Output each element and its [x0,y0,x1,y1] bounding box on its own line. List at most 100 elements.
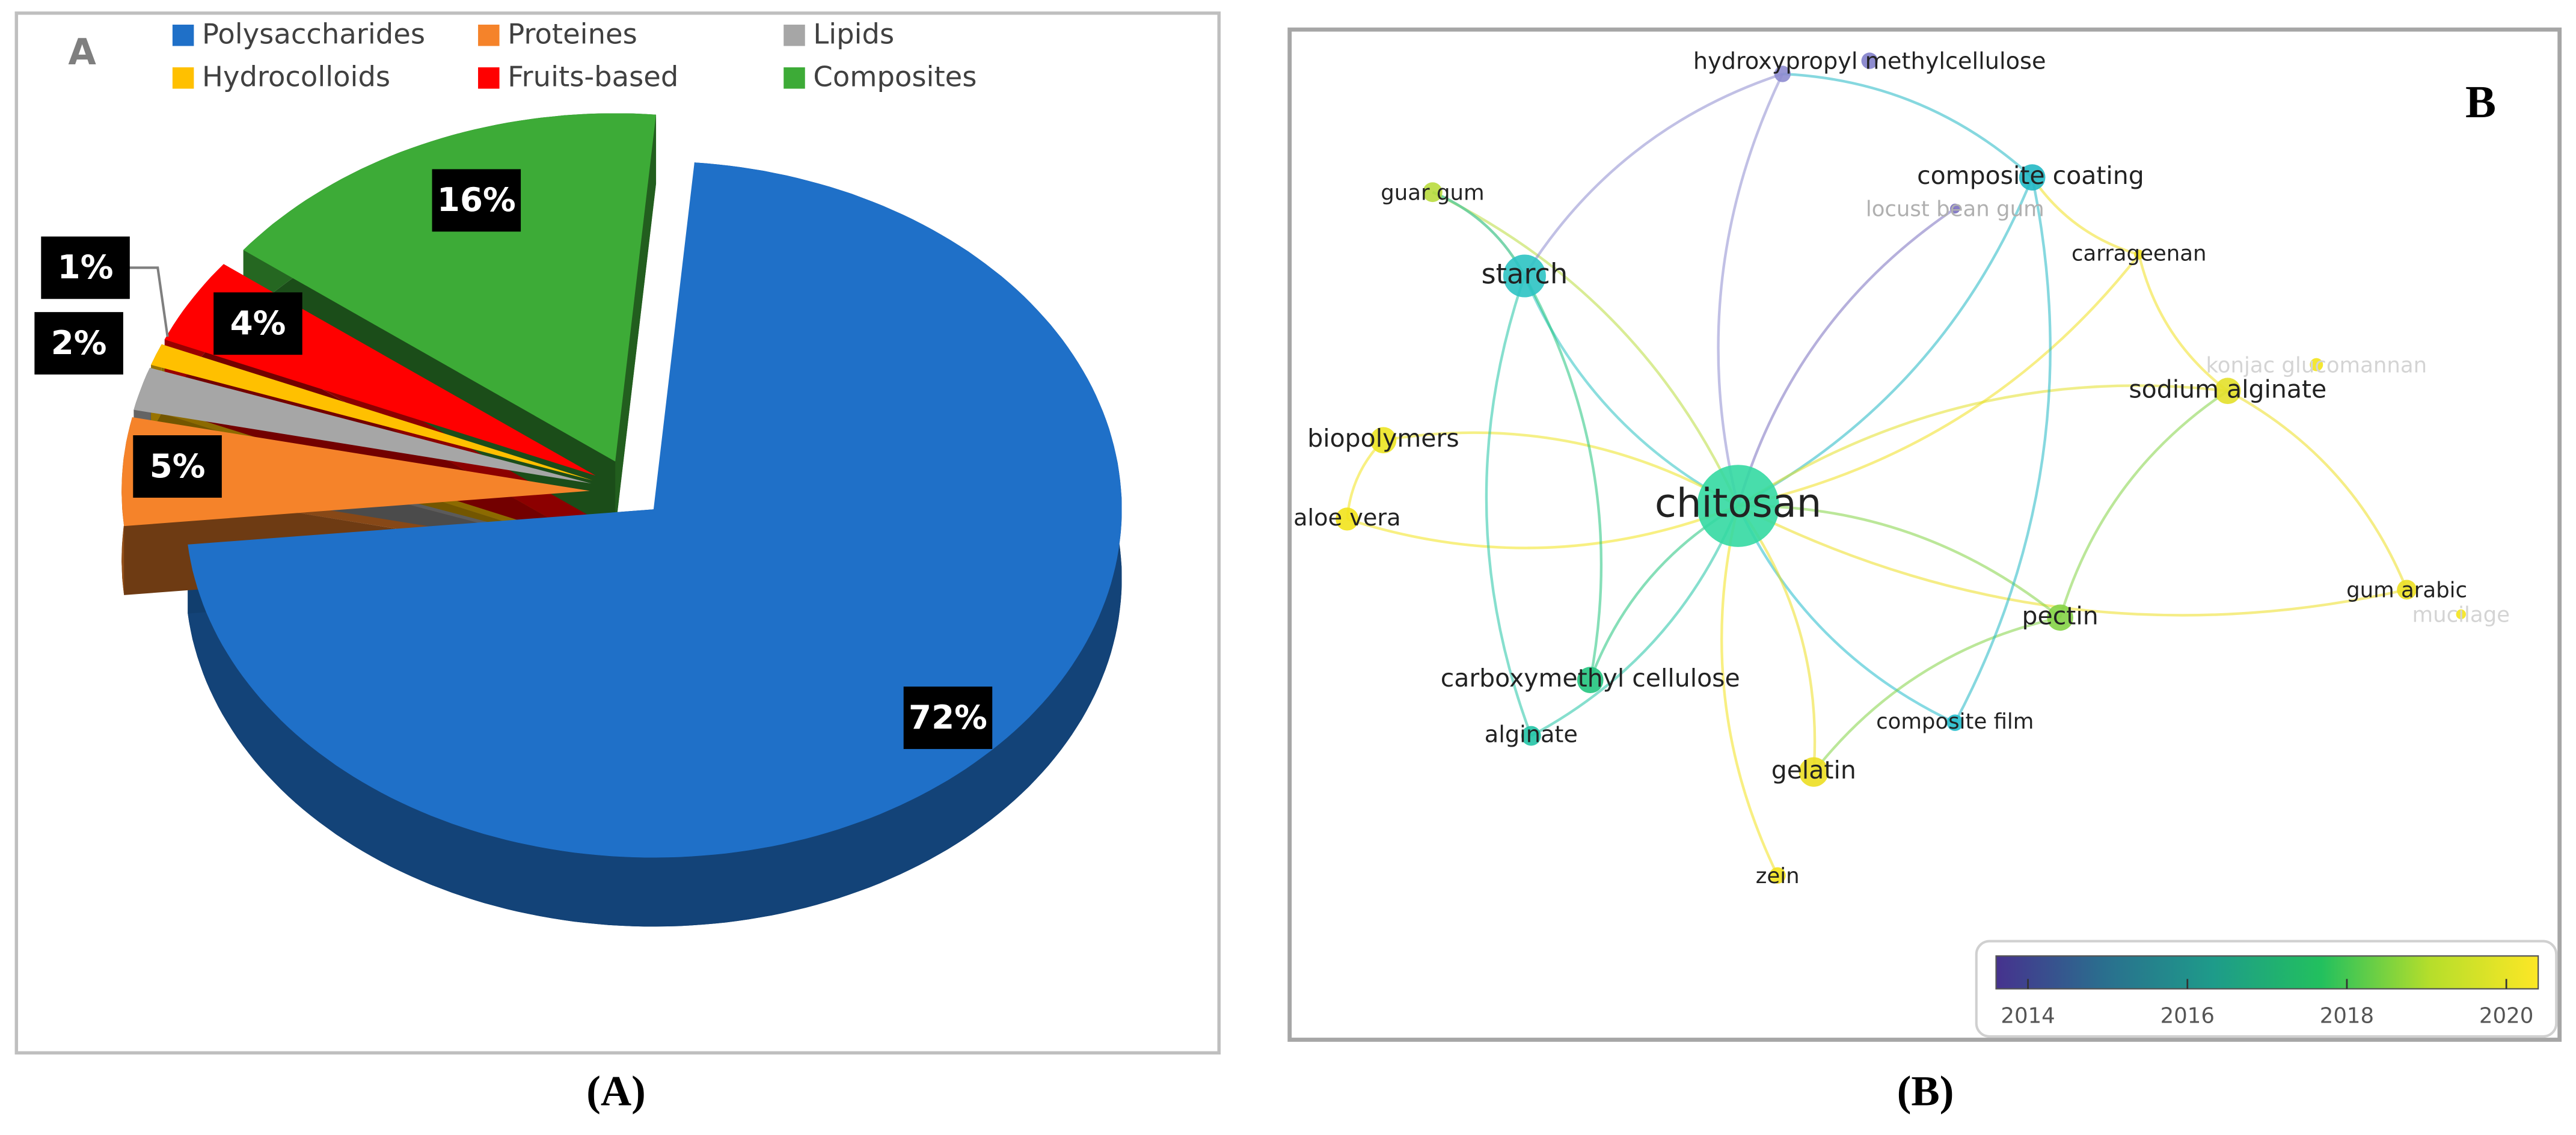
edge [2031,176,2139,256]
node-label: composite film [1876,709,2034,734]
edge [1738,504,2061,619]
colorbar-tick-label: 2018 [2320,1003,2374,1028]
node [1577,667,1604,694]
node [1370,427,1397,454]
node-label: zein [1756,864,1800,889]
node-label: carrageenan [2072,242,2207,266]
node [2310,358,2323,372]
edge [1485,275,1533,736]
node [2134,249,2144,260]
edge [1812,616,2061,773]
colorbar-tick-label: 2014 [2001,1003,2055,1028]
node-label: guar gum [1381,180,1484,205]
edge [1717,73,1784,507]
legend-label: Hydrocolloids [202,61,390,93]
node-label: pectin [2022,601,2099,630]
network: hydroxypropyl methylcellulose composite c… [1293,47,2558,1038]
node-label: composite coating [1917,161,2144,190]
edge [1530,505,1740,737]
edge [1346,504,1739,549]
panel-b-frame [1287,27,2562,1042]
label-box [41,236,130,299]
legend-swatch [784,24,805,46]
node [1521,726,1541,746]
node [2214,378,2241,405]
node-label: konjac glucomannan [2206,353,2427,378]
legend-swatch [172,67,194,89]
legend-label: Lipids [813,18,894,50]
data-label: 16% [437,180,516,219]
colorbar-tick-label: 2020 [2479,1003,2533,1028]
data-label: 2% [51,323,107,362]
pie-slice [243,113,656,462]
colorbar [1995,955,2539,990]
edge [2138,254,2229,393]
node [1503,254,1546,298]
label-box [432,169,521,232]
node-label: chitosan [1655,481,1822,527]
node-label: carboxymethyl cellulose [1441,664,1740,693]
edge [1737,384,2228,507]
node-label: sodium alginate [2129,375,2326,403]
label-box [133,435,222,498]
slice-face [615,114,657,531]
node-label: locust bean gum [1866,197,2044,222]
label-box [213,292,302,355]
node-label: gelatin [1771,756,1856,785]
colorbar-tick-label: 2016 [2160,1003,2215,1028]
pie-slice [133,367,592,484]
legend-label: Polysaccharides [202,18,425,50]
legend-swatch [478,24,500,46]
edge [1523,275,1603,681]
node-label: mucilage [2412,603,2510,628]
node-label: hydroxypropyl methylcellulose [1693,47,2046,75]
edge [1954,177,2052,724]
legend-swatch [784,67,805,89]
node [1774,66,1791,82]
edge [1738,254,2140,507]
edge [1782,72,2034,179]
data-label: 4% [230,304,286,342]
node [2047,604,2073,631]
panel-letter: A [68,31,96,73]
node-label: biopolymers [1307,424,1459,453]
node [1946,714,1963,731]
data-label: 1% [58,248,114,286]
node-label: aloe vera [1293,504,1400,531]
edge [1432,191,1740,507]
edge [1383,431,1739,507]
pie: 72% 5% 2% 1% 4% 16% Polysaccharides Proteines Li… [34,18,1122,927]
label-box [34,312,123,375]
pie-slice [188,162,1122,858]
caption: (B) [1897,1068,1954,1115]
node [2456,609,2466,620]
edge [1523,72,1783,277]
edge [2227,390,2408,590]
node [1336,507,1359,531]
node-label: starch [1481,258,1568,290]
node [2397,580,2417,600]
edge [2059,390,2229,618]
panel-letter: B [2465,76,2496,127]
legend-label: Proteines [508,18,637,50]
label-box [903,687,993,749]
edge [1720,506,1779,876]
legend-label: Composites [813,61,977,93]
edge [1737,207,1956,507]
node [1950,203,1960,214]
node-label: alginate [1485,721,1578,748]
node [1861,52,1878,69]
data-label: 5% [150,447,206,485]
leader-line [128,266,169,337]
edge [1737,505,1956,724]
pie-slice [121,417,590,527]
node [1423,182,1443,203]
legend-swatch [478,67,500,89]
legend-swatch [172,24,194,46]
caption: (A) [586,1068,646,1115]
node [2019,164,2046,191]
node [1697,465,1779,547]
legend-label: Fruits-based [508,61,678,93]
